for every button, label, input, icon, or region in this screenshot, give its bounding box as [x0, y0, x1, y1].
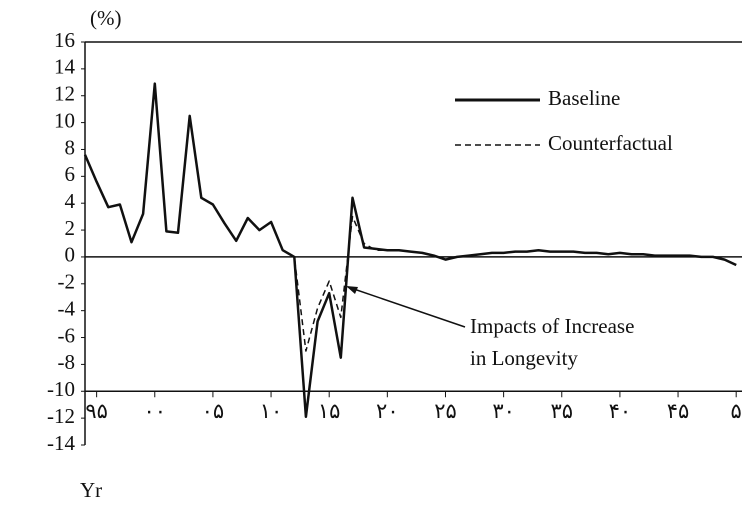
- legend-label: Counterfactual: [548, 131, 673, 155]
- x-tick-label: ۲۰: [376, 399, 399, 423]
- annotation: in Longevity: [470, 346, 578, 370]
- y-tick-label: 0: [65, 243, 76, 267]
- y-tick-label: -8: [58, 350, 76, 374]
- x-tick-label: ۱۵: [318, 399, 341, 423]
- y-tick-label: -4: [58, 296, 76, 320]
- x-tick-label: ۴۰: [609, 399, 632, 423]
- x-axis-label: Yr: [80, 478, 102, 502]
- y-tick-label: 10: [54, 108, 75, 132]
- x-tick-label: ۰۰: [143, 399, 166, 423]
- y-tick-label: 4: [65, 189, 76, 213]
- y-axis-label: (%): [90, 6, 121, 30]
- x-tick-label: ۹۵: [85, 399, 108, 423]
- x-tick-label: ۱۰: [260, 399, 283, 423]
- y-tick-label: 14: [54, 55, 76, 79]
- y-tick-label: 8: [65, 135, 76, 159]
- legend-label: Baseline: [548, 86, 620, 110]
- series-line: [85, 84, 736, 351]
- y-tick-label: -6: [58, 323, 76, 347]
- y-tick-label: -12: [47, 404, 75, 428]
- annotation: Impacts of Increase: [470, 314, 634, 338]
- arrow-head: [346, 286, 358, 294]
- y-tick-label: -2: [58, 270, 76, 294]
- y-tick-label: 2: [65, 216, 76, 240]
- chart: (%) Yr Baseline Counterfactual Impacts o…: [0, 0, 742, 509]
- y-tick-label: 12: [54, 82, 75, 106]
- y-tick-label: 6: [65, 162, 76, 186]
- annotation-arrow: [348, 287, 465, 327]
- x-tick-label: ۳۰: [492, 399, 515, 423]
- x-tick-label: ۰۵: [202, 399, 225, 423]
- y-tick-label: 16: [54, 28, 75, 52]
- y-tick-label: -14: [47, 431, 75, 455]
- x-tick-label: ۲۵: [434, 399, 457, 423]
- x-tick-label: ۵: [731, 399, 742, 423]
- x-tick-label: ۳۵: [550, 399, 573, 423]
- y-tick-label: -10: [47, 377, 75, 401]
- x-tick-label: ۴۵: [667, 399, 690, 423]
